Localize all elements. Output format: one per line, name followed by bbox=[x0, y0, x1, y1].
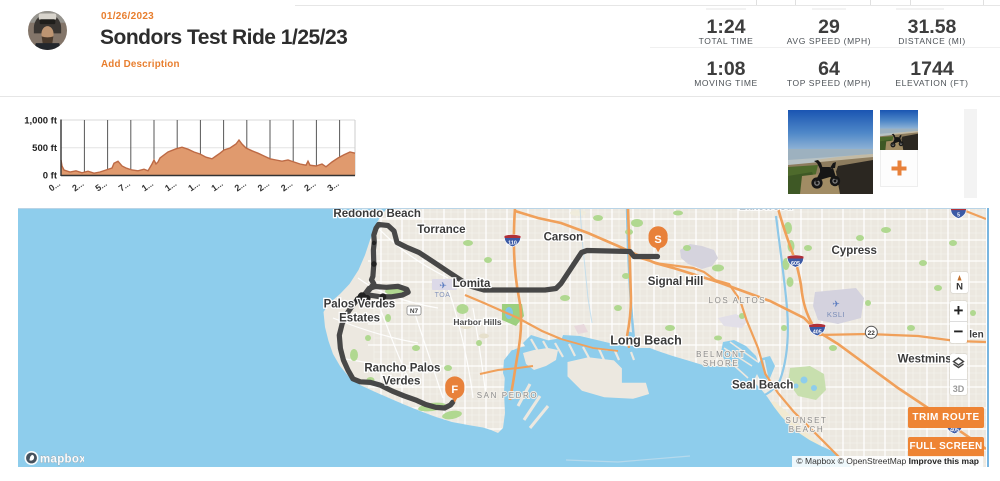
svg-text:TOA: TOA bbox=[435, 292, 451, 299]
svg-text:7...: 7... bbox=[117, 178, 132, 193]
svg-text:605: 605 bbox=[791, 261, 800, 267]
svg-text:2...: 2... bbox=[233, 178, 248, 193]
svg-text:1...: 1... bbox=[186, 178, 201, 193]
svg-text:500 ft: 500 ft bbox=[32, 143, 58, 154]
svg-text:✈: ✈ bbox=[439, 281, 447, 291]
svg-text:N7: N7 bbox=[410, 308, 419, 315]
svg-text:SHORE: SHORE bbox=[703, 359, 739, 368]
svg-text:Long Beach: Long Beach bbox=[610, 334, 682, 348]
svg-text:5: 5 bbox=[957, 212, 960, 218]
svg-text:1...: 1... bbox=[209, 178, 224, 193]
svg-text:1,000 ft: 1,000 ft bbox=[24, 116, 58, 127]
svg-text:1...: 1... bbox=[163, 178, 178, 193]
svg-text:2...: 2... bbox=[302, 178, 317, 193]
svg-text:Redondo Beach: Redondo Beach bbox=[333, 208, 421, 220]
svg-text:2...: 2... bbox=[70, 178, 85, 193]
svg-text:2...: 2... bbox=[279, 178, 294, 193]
svg-text:F: F bbox=[451, 384, 458, 396]
svg-text:110: 110 bbox=[508, 241, 517, 247]
svg-text:BEACH: BEACH bbox=[789, 425, 825, 434]
svg-text:Lomita: Lomita bbox=[453, 278, 491, 290]
svg-text:✈: ✈ bbox=[832, 299, 840, 309]
svg-text:2...: 2... bbox=[256, 178, 271, 193]
svg-text:Torrance: Torrance bbox=[417, 224, 465, 236]
svg-text:BELMONT: BELMONT bbox=[696, 350, 746, 359]
svg-text:mapbox: mapbox bbox=[40, 454, 84, 466]
svg-text:LOS ALTOS: LOS ALTOS bbox=[709, 296, 767, 305]
svg-text:SUNSET: SUNSET bbox=[785, 416, 827, 425]
svg-text:0 ft: 0 ft bbox=[43, 171, 58, 182]
svg-text:3...: 3... bbox=[325, 178, 340, 193]
svg-text:405: 405 bbox=[950, 428, 959, 434]
svg-text:405: 405 bbox=[813, 330, 822, 336]
svg-text:5...: 5... bbox=[93, 178, 108, 193]
svg-text:1...: 1... bbox=[140, 178, 155, 193]
svg-text:Estates: Estates bbox=[339, 313, 380, 325]
svg-text:Cypress: Cypress bbox=[832, 245, 877, 257]
svg-text:Seal Beach: Seal Beach bbox=[732, 380, 793, 392]
svg-text:Rancho Palos: Rancho Palos bbox=[364, 363, 440, 375]
svg-text:Signal Hill: Signal Hill bbox=[648, 276, 704, 288]
svg-text:Palos Verdes: Palos Verdes bbox=[324, 299, 396, 311]
svg-text:KSLI: KSLI bbox=[827, 310, 845, 319]
svg-text:Carson: Carson bbox=[544, 232, 584, 244]
svg-text:Lakewood: Lakewood bbox=[739, 208, 793, 213]
svg-text:22: 22 bbox=[868, 330, 876, 337]
svg-text:SAN PEDRO: SAN PEDRO bbox=[477, 391, 539, 400]
svg-text:len: len bbox=[969, 330, 983, 341]
svg-text:Verdes: Verdes bbox=[383, 376, 421, 388]
svg-text:N: N bbox=[956, 282, 963, 293]
svg-text:Harbor Hills: Harbor Hills bbox=[453, 317, 501, 327]
svg-text:S: S bbox=[654, 234, 661, 246]
